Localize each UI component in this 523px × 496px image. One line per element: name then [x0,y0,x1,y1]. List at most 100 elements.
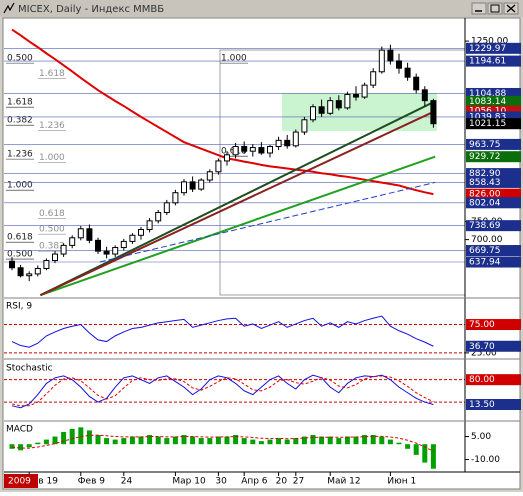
histogram-bar [35,442,41,445]
histogram-bar [396,442,402,445]
x-tick-label: 24 [121,477,133,487]
histogram-bar [258,441,264,445]
candle-body [241,145,248,152]
candle-body [318,106,325,114]
fib-label: 0.382 [39,242,65,252]
histogram-bar [198,438,204,445]
price-tag-box [466,220,521,232]
indicator-line [11,434,434,452]
candle-body [396,60,402,69]
price-tag-label: 36.70 [469,342,495,352]
price-tag-box [466,399,521,411]
indicator-panel [4,374,465,409]
x-tick-label: 27 [293,477,304,487]
candle-body [310,106,316,121]
price-tag-box [466,176,521,188]
price-tag-label: 858.43 [469,178,501,188]
candle-body [249,147,256,152]
candle-body [129,234,136,242]
trend-line [99,181,436,263]
close-icon [506,4,516,13]
y-tick-label: 25.00 [471,348,497,358]
candle-body [267,145,273,154]
candle-body [86,228,93,241]
histogram-bar [181,435,187,445]
histogram-bar [9,444,15,449]
price-tag-box [466,111,521,123]
histogram-bar [405,444,411,449]
candle-body [413,76,420,91]
candle-body [421,89,428,102]
candle-body [232,145,239,156]
candle-body [95,239,101,252]
fib-label: 1.618 [7,98,33,108]
histogram-bar [138,436,144,445]
histogram-bar [422,444,428,463]
price-tag-box [466,55,521,67]
histogram-bar [413,444,419,455]
candle-body [301,119,308,133]
x-tick-label: Май 12 [327,477,360,487]
x-tick-label: Мар 10 [172,477,206,487]
minimize-button[interactable] [471,2,487,15]
histogram-bar [430,444,436,469]
year-label: 2009 [8,477,31,487]
candle-body [387,49,394,62]
fib-label: 1.236 [39,121,65,131]
candle-body [404,67,411,78]
candle-body [430,100,437,125]
histogram-bar [26,444,32,448]
histogram-bar [362,435,368,445]
chart-area [2,17,521,490]
histogram-bar [250,439,256,445]
candle-body [198,179,205,190]
chart-layer: 0.500 1.618 0.382 1.236 1.000 0.618 0.500 1.618… [4,28,521,488]
x-tick-label: Янв 19 [26,477,58,487]
candle-body [275,139,282,147]
candle-body [378,49,385,73]
candle-body [103,250,110,255]
price-tag-label: 80.00 [469,375,495,385]
candle-body [9,260,15,269]
histogram-bar [78,427,84,445]
candle-body [17,267,24,277]
histogram-bar [293,438,299,445]
histogram-bar [207,438,213,445]
histogram-bar [301,436,307,445]
x-tick-label: 30 [215,477,227,487]
x-tick-label: Июн 1 [387,477,416,487]
candle-body [146,220,153,231]
price-tag-label: 75.00 [469,320,495,330]
price-tag-box [466,87,521,99]
candle-body [224,154,230,162]
histogram-bar [52,436,58,445]
candle-body [52,253,58,262]
price-tag-label: 1021.15 [469,119,506,129]
candle-body [292,131,299,147]
candle-body [189,181,196,190]
fib-label: 1.618 [39,69,65,79]
indicator-panel [9,427,436,469]
candle-body [206,171,213,181]
histogram-bar [379,436,385,445]
trend-line [39,100,436,297]
price-tag-box [466,105,521,117]
candle-body [163,202,170,214]
histogram-bar [86,430,92,445]
histogram-bar [233,435,239,445]
x-tick-label: Апр 6 [241,477,268,487]
price-tag-box [466,197,521,209]
fib-label: 0.618 [39,209,65,219]
candle-body [120,240,127,249]
candle-body [34,267,41,275]
maximize-button[interactable] [487,2,503,15]
candle-body [138,229,144,236]
histogram-bar [267,439,273,445]
indicator-line [11,374,434,409]
price-tag-label: 13.50 [469,400,495,410]
price-tag-label: 669.75 [469,246,501,256]
fib-label: 1.236 [7,150,33,160]
fib-label: 1.000 [221,54,247,64]
price-tag-box [466,118,521,130]
fib-label: 1.000 [39,153,65,163]
